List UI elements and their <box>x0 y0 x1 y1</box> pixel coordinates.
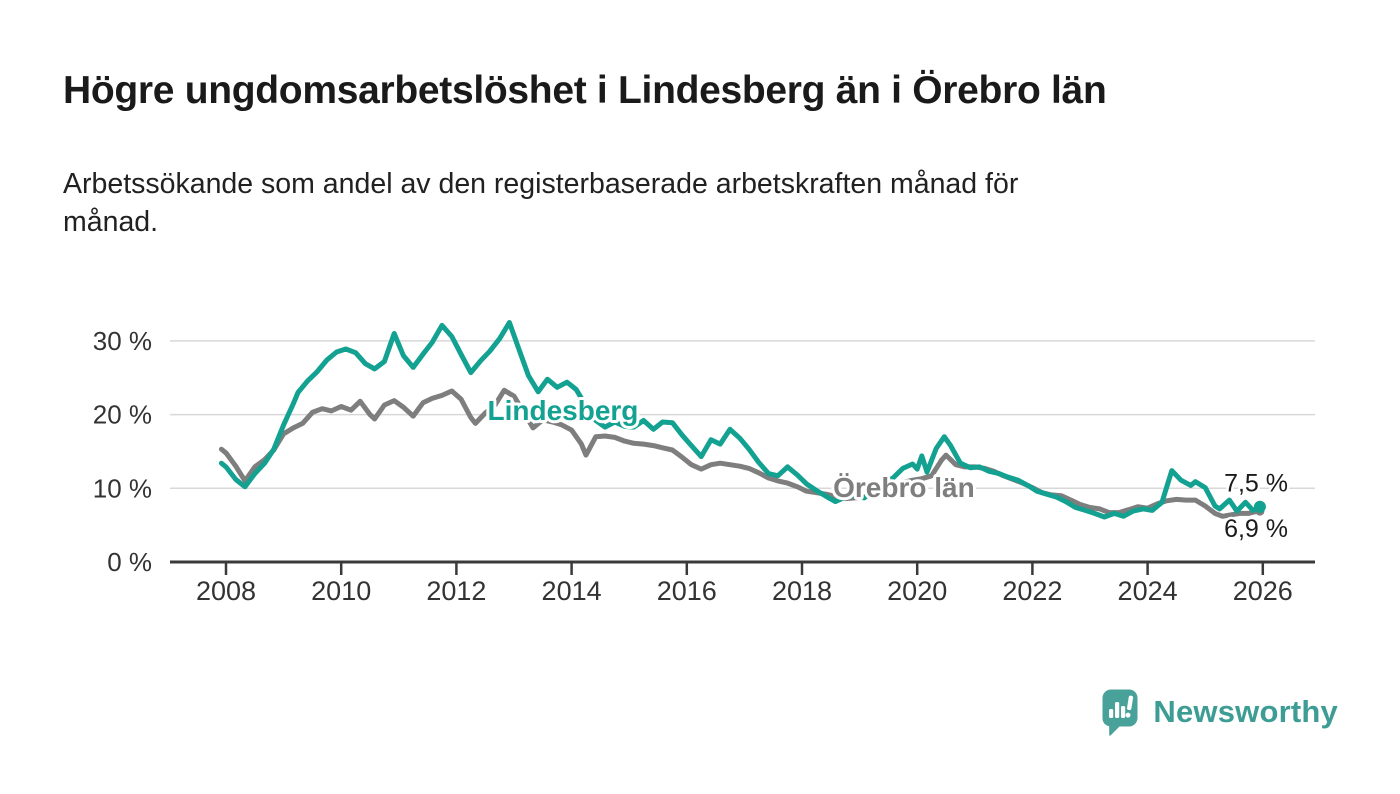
y-axis-tick-label: 10 % <box>93 473 152 503</box>
bar-1 <box>1109 708 1114 718</box>
chart-title: Högre ungdomsarbetslöshet i Lindesberg ä… <box>63 69 1107 112</box>
x-axis-tick-label: 2020 <box>887 576 947 606</box>
x-axis-tick-label: 2018 <box>772 576 832 606</box>
x-axis-tick-label: 2010 <box>311 576 371 606</box>
series-label-lindesberg: Lindesberg <box>488 395 639 426</box>
x-axis-tick-label: 2014 <box>542 576 602 606</box>
y-axis-tick-label: 20 % <box>93 400 152 430</box>
x-axis-tick-label: 2024 <box>1118 576 1178 606</box>
series-end-dot--rebro-l-n <box>1255 506 1265 516</box>
exclamation-mark <box>1125 695 1134 718</box>
chart-subtitle: Arbetssökande som andel av den registerb… <box>63 168 1019 238</box>
series-label--rebro-l-n: Örebro län <box>833 472 975 503</box>
y-axis-tick-label: 30 % <box>93 326 152 356</box>
newsworthy-speech-bubble-bar-chart-icon <box>1102 689 1138 736</box>
x-axis-tick-label: 2012 <box>426 576 486 606</box>
x-axis-tick-label: 2022 <box>1002 576 1062 606</box>
newsworthy-brand-link[interactable]: Newsworthy <box>1102 688 1338 736</box>
bar-3 <box>1121 705 1126 718</box>
x-axis-tick-label: 2026 <box>1233 576 1293 606</box>
series-line-lindesberg <box>218 320 1263 520</box>
end-value-label-lindesberg: 7,5 % <box>1224 470 1288 498</box>
x-axis-tick-label: 2008 <box>196 576 256 606</box>
series-line--rebro-l-n <box>218 387 1263 519</box>
x-axis-tick-label: 2016 <box>657 576 717 606</box>
bar-2 <box>1115 701 1120 718</box>
newsworthy-brand-name: Newsworthy <box>1153 694 1338 729</box>
series-end-dot-lindesberg <box>1253 500 1266 513</box>
end-value-label--rebro-l-n: 6,9 % <box>1224 515 1288 543</box>
y-axis-tick-label: 0 % <box>107 547 152 577</box>
